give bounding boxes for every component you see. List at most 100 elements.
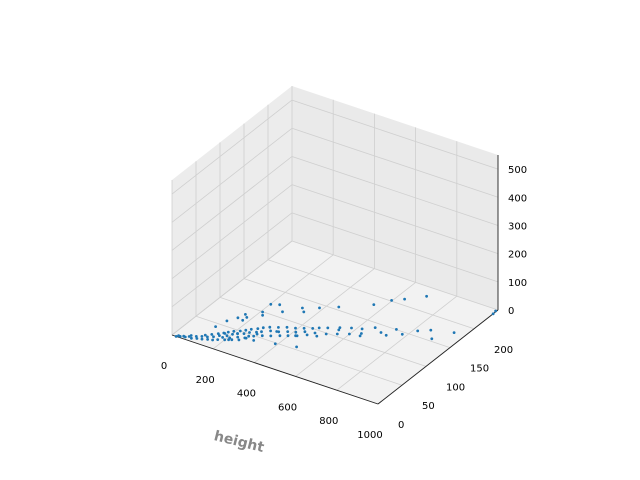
data-point [295,345,298,349]
data-point [278,334,282,338]
y-grid-floor [219,297,427,367]
data-point [252,339,256,342]
data-point [206,338,210,341]
data-point [183,335,187,339]
data-point [255,332,259,336]
data-point [200,335,204,338]
data-point [318,306,321,310]
data-point [268,325,272,329]
z-tick-label: 500 [508,165,527,176]
data-point [416,329,420,333]
back-pane [292,86,498,310]
data-point [301,306,304,310]
data-point [379,331,383,334]
data-point [225,334,229,338]
data-point [221,336,225,339]
data-point [348,332,351,336]
data-point [226,330,230,334]
data-point [178,335,182,338]
axis-panes [172,86,498,404]
data-point [244,313,247,316]
data-point [303,330,307,334]
data-point [231,332,234,336]
z-grid-left [171,156,293,251]
data-point [429,328,433,332]
data-point [302,310,306,314]
data-point [261,326,265,330]
data-point [247,334,251,338]
z-grid-back [291,240,499,311]
data-point [390,299,393,302]
data-point [400,332,404,336]
data-point [337,328,341,332]
data-point [238,329,242,333]
data-point [358,334,362,338]
data-point [425,294,428,298]
z-grid-back [291,212,499,283]
data-point [261,310,264,314]
x-grid-floor [295,282,416,377]
data-point [212,335,215,339]
x-tick-label: 400 [237,389,256,400]
data-point [236,316,240,320]
data-point [256,327,260,330]
data-point [244,336,248,340]
z-grid-back [291,99,499,170]
data-point [313,331,317,335]
y-tick-label: 150 [470,364,489,375]
y-grid-floor [195,315,403,386]
data-point [241,318,245,322]
data-point [242,332,246,335]
data-point [491,312,495,316]
x-tick-label: 200 [196,375,215,386]
y-grid-floor [243,278,451,348]
data-point [277,326,280,329]
data-point [326,326,330,330]
data-point [269,302,273,306]
data-point [286,334,290,338]
data-point [249,327,253,331]
data-point [211,338,215,342]
data-point [261,313,264,317]
x-axis-line [171,334,379,405]
data-point [214,325,218,328]
data-point [311,327,315,330]
data-point [232,329,236,333]
data-point [245,316,249,319]
y-tick-label: 200 [494,345,513,356]
data-point [294,334,297,338]
x-tick-label: 0 [161,361,167,372]
data-point [223,338,227,342]
data-point [236,335,240,339]
data-point [373,326,377,329]
z-grid-back [291,156,499,226]
data-point [285,325,289,329]
data-point [294,330,298,334]
y-tick-label: 50 [422,401,435,412]
data-point [174,335,178,338]
data-point [269,334,273,338]
y-tick-label: 100 [446,382,465,393]
z-grid-left [171,240,293,336]
data-point [227,338,231,342]
data-point [317,326,321,330]
data-point [190,336,193,340]
data-point [225,319,229,323]
data-point [430,337,434,341]
data-point [337,305,341,309]
data-point [230,338,234,342]
data-point [403,297,406,301]
data-point [302,326,306,330]
data-point [335,332,339,336]
z-grid-back [291,127,499,198]
data-point [494,309,497,313]
data-point [269,329,272,333]
tick-labels: 0 200 400 600 800 1000 0 50 100 150 200 0 100 200 300 4… [161,165,527,441]
data-point [216,338,220,341]
y-axis-line [377,309,499,405]
left-pane [172,86,292,335]
z-grid-back [291,184,499,255]
data-point [372,303,376,306]
x-tick-label: 1000 [357,430,382,441]
